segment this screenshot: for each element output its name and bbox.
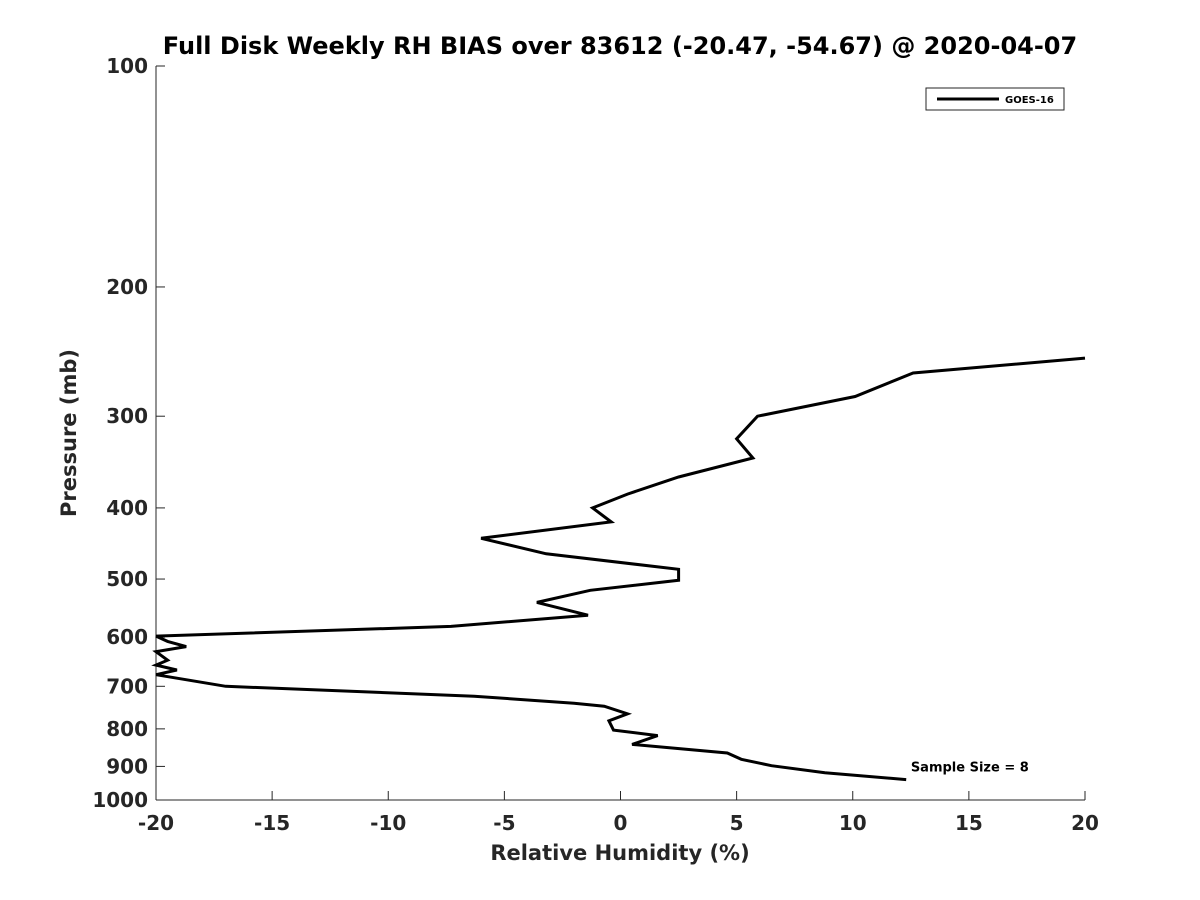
y-tick-label: 700 xyxy=(106,674,148,698)
legend: GOES-16 xyxy=(925,87,1065,111)
chart-title: Full Disk Weekly RH BIAS over 83612 (-20… xyxy=(163,32,1077,60)
x-tick-label: 10 xyxy=(839,811,867,835)
x-tick-label: 15 xyxy=(955,811,983,835)
y-tick-label: 100 xyxy=(106,54,148,78)
x-tick-label: -20 xyxy=(138,811,174,835)
y-axis-label: Pressure (mb) xyxy=(57,349,81,517)
annotation-sample-size: Sample Size = 8 xyxy=(911,760,1029,775)
y-tick-label: 600 xyxy=(106,625,148,649)
x-tick-label: -5 xyxy=(493,811,515,835)
y-tick-label: 300 xyxy=(106,404,148,428)
x-tick-label: -15 xyxy=(254,811,290,835)
x-tick-label: 20 xyxy=(1071,811,1099,835)
x-axis-ticks: -20 -15 -10 -5 0 5 10 15 20 xyxy=(138,791,1099,835)
x-axis-label: Relative Humidity (%) xyxy=(490,841,749,865)
y-axis-ticks: 100 200 300 400 500 600 700 800 900 1000 xyxy=(92,54,165,812)
x-tick-label: 5 xyxy=(730,811,744,835)
series-line-goes-16 xyxy=(151,356,1086,782)
legend-label-goes-16: GOES-16 xyxy=(1005,95,1054,106)
y-tick-label: 200 xyxy=(106,275,148,299)
plot-background xyxy=(156,66,1085,800)
series-layer xyxy=(151,356,1086,782)
x-tick-label: -10 xyxy=(370,811,406,835)
y-tick-label: 900 xyxy=(106,754,148,778)
y-tick-label: 800 xyxy=(106,717,148,741)
y-tick-label: 400 xyxy=(106,496,148,520)
y-tick-label: 1000 xyxy=(92,788,148,812)
y-tick-label: 500 xyxy=(106,567,148,591)
x-tick-label: 0 xyxy=(614,811,628,835)
